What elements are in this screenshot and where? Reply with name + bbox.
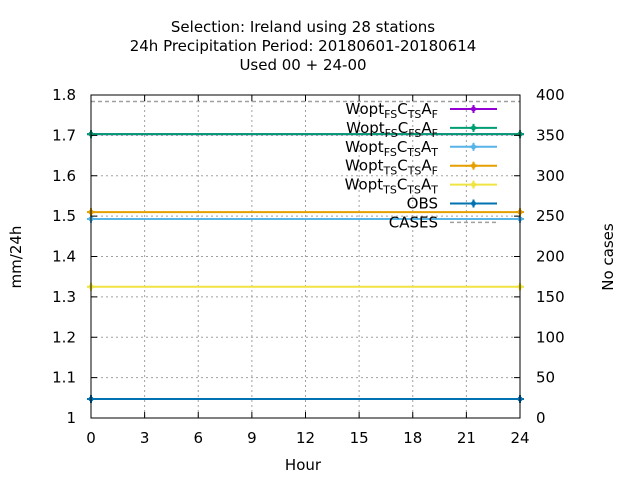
legend-label: OBS bbox=[407, 195, 438, 213]
y2-tick-label: 400 bbox=[536, 86, 565, 104]
x-tick-label: 24 bbox=[510, 429, 529, 447]
y-tick-label: 1.1 bbox=[52, 369, 76, 387]
x-tick-label: 15 bbox=[350, 429, 369, 447]
axis-ticks: 0 3 6 9 12 15 18 21 24 1 1.1 1.2 1.3 1.4 1.5 1.6 1.7 1.8 0… bbox=[52, 86, 565, 447]
series-4 bbox=[87, 282, 524, 291]
x-tick-label: 21 bbox=[457, 429, 476, 447]
series-3 bbox=[87, 208, 524, 217]
y2-tick-label: 0 bbox=[536, 409, 546, 427]
y2-tick-label: 100 bbox=[536, 328, 565, 346]
y2-tick-label: 50 bbox=[536, 369, 555, 387]
grid bbox=[91, 95, 520, 418]
x-tick-label: 18 bbox=[403, 429, 422, 447]
legend-marker bbox=[471, 125, 476, 131]
y-tick-label: 1.7 bbox=[52, 126, 76, 144]
y-tick-label: 1.5 bbox=[52, 207, 76, 225]
x-tick-label: 6 bbox=[193, 429, 203, 447]
y-tick-label: 1.8 bbox=[52, 86, 76, 104]
y-tick-label: 1.4 bbox=[52, 248, 76, 266]
legend-label: CASES bbox=[389, 213, 438, 231]
y2-tick-label: 300 bbox=[536, 167, 565, 185]
legend-label: WoptFSCTSAF bbox=[346, 100, 438, 121]
x-tick-label: 9 bbox=[247, 429, 257, 447]
legend-marker bbox=[471, 144, 476, 150]
y2-tick-label: 350 bbox=[536, 126, 565, 144]
x-axis-label: Hour bbox=[285, 456, 322, 474]
y2-axis-label: No cases bbox=[599, 223, 617, 291]
chart-title-line-2: 24h Precipitation Period: 20180601-20180… bbox=[130, 37, 477, 55]
y-axis-label: mm/24h bbox=[7, 226, 25, 289]
legend-label: WoptFSCFSAF bbox=[346, 119, 438, 140]
legend-label: WoptTSCTSAF bbox=[345, 157, 438, 178]
legend: WoptFSCTSAFWoptFSCFSAFWoptFSCTSATWoptTSC… bbox=[345, 100, 497, 231]
chart-title-line-1: Selection: Ireland using 28 stations bbox=[171, 18, 435, 36]
legend-marker bbox=[471, 106, 476, 112]
legend-label: WoptTSCTSAT bbox=[345, 176, 439, 197]
y-tick-label: 1 bbox=[66, 409, 76, 427]
y-tick-label: 1.6 bbox=[52, 167, 76, 185]
x-tick-label: 3 bbox=[140, 429, 150, 447]
y2-tick-label: 150 bbox=[536, 288, 565, 306]
chart-title-line-3: Used 00 + 24-00 bbox=[239, 56, 366, 74]
legend-label: WoptFSCTSAT bbox=[345, 138, 438, 159]
y2-tick-label: 200 bbox=[536, 248, 565, 266]
legend-marker bbox=[471, 182, 476, 188]
y-tick-label: 1.2 bbox=[52, 328, 76, 346]
legend-marker bbox=[471, 201, 476, 206]
x-tick-label: 0 bbox=[86, 429, 96, 447]
x-tick-label: 12 bbox=[296, 429, 315, 447]
legend-marker bbox=[471, 163, 476, 169]
y2-tick-label: 250 bbox=[536, 207, 565, 225]
y-tick-label: 1.3 bbox=[52, 288, 76, 306]
